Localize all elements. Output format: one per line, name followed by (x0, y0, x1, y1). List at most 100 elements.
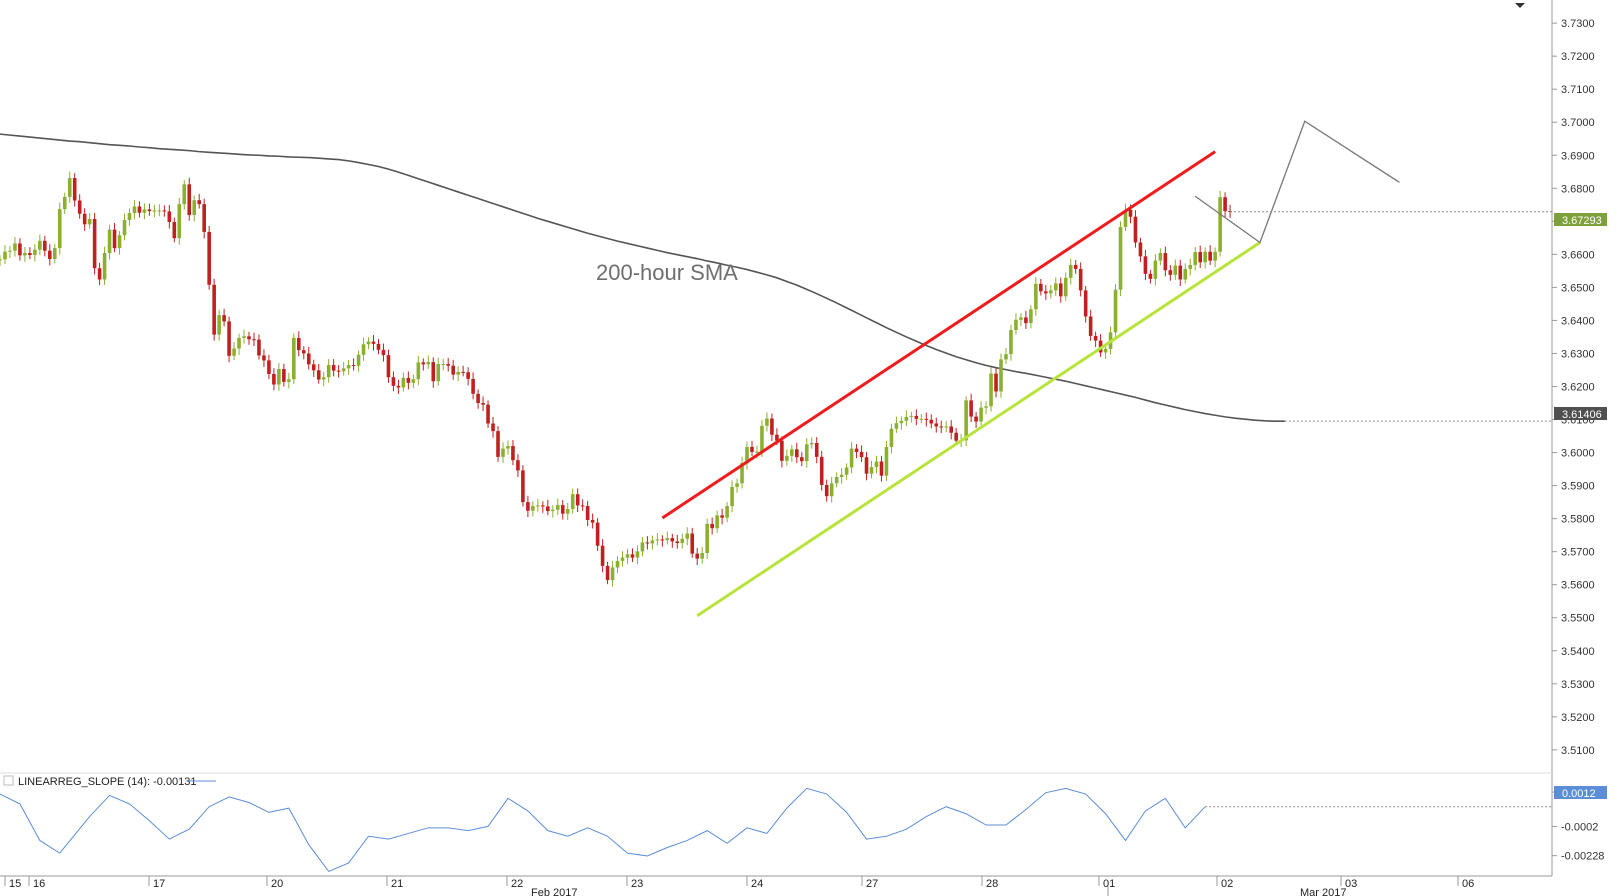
candle-body (341, 368, 346, 372)
candle-body (351, 365, 356, 367)
candle-body (600, 545, 605, 566)
x-tick-label: 20 (271, 878, 283, 890)
candle-body (690, 533, 695, 554)
candle-body (929, 419, 934, 424)
indicator-badge: 0.0012 (1554, 786, 1607, 800)
y-tick-label: 3.7200 (1561, 51, 1595, 63)
candle-body (38, 240, 42, 250)
indicator-toggle-icon[interactable] (3, 775, 14, 786)
candle-body (207, 231, 211, 285)
y-tick-label: 3.5500 (1561, 613, 1595, 625)
candle-body (346, 365, 351, 369)
candle-body (1058, 283, 1063, 297)
y-tick-label: 3.5800 (1561, 514, 1595, 526)
indicator-line (0, 787, 1206, 873)
candle-body (909, 415, 914, 417)
candle-body (715, 515, 719, 529)
candle-body (1093, 335, 1098, 341)
candle-body (1138, 242, 1143, 257)
candle-body (969, 400, 973, 417)
candle-body (416, 362, 421, 380)
candle-body (0, 259, 2, 261)
candle-body (1053, 283, 1058, 291)
sma-badge: 3.61406 (1554, 407, 1607, 421)
candle-body (999, 359, 1003, 392)
candle-body (491, 423, 495, 432)
candle-body (257, 339, 261, 356)
projection-group (1194, 120, 1552, 244)
candle-body (824, 484, 829, 497)
candle-body (560, 505, 565, 514)
candle-body (262, 355, 266, 361)
candle-body (421, 362, 426, 365)
candle-body (227, 321, 231, 356)
candle-body (804, 444, 809, 462)
candle-body (1044, 291, 1048, 294)
candle-body (1103, 348, 1108, 353)
lower-channel-line (696, 241, 1261, 618)
candle-body (396, 385, 401, 388)
x-tick-label: 27 (866, 878, 878, 890)
candle-body (331, 365, 336, 371)
ind-y-tick-label: -0.00228 (1561, 851, 1604, 863)
candle-body (565, 509, 570, 514)
candle-body (1063, 277, 1068, 297)
candle-body (829, 483, 834, 497)
candle-body (1068, 264, 1073, 278)
candle-body (770, 418, 774, 435)
chart-menu-chevron-down-icon[interactable] (1515, 3, 1525, 8)
candle-body (33, 249, 37, 256)
month-label: Feb 2017 (531, 887, 577, 896)
indicator-legend[interactable]: LINEARREG_SLOPE (14): -0.00131 (3, 775, 216, 788)
candle-body (481, 403, 485, 405)
upper-channel-line (661, 150, 1216, 520)
candle-body (1123, 209, 1128, 227)
candle-body (486, 404, 490, 424)
candle-body (496, 431, 500, 457)
candle-body (1178, 265, 1183, 280)
candle-body (580, 505, 585, 507)
candle-body (819, 456, 824, 485)
y-tick-label: 3.6900 (1561, 150, 1595, 162)
candle-body (550, 509, 555, 512)
candle-body (720, 515, 724, 518)
sma-annotation: 200-hour SMA (596, 260, 738, 285)
candle-body (366, 341, 371, 345)
candle-body (1163, 253, 1168, 271)
candle-body (356, 354, 361, 366)
candle-body (92, 219, 97, 269)
candle-body (401, 377, 406, 388)
candle-body (1004, 354, 1008, 360)
sma-line-group (0, 133, 1552, 422)
candle-body (242, 336, 246, 338)
candle-body (919, 418, 924, 420)
candle-body (1019, 317, 1023, 320)
candle-body (142, 209, 147, 213)
candle-body (222, 315, 226, 322)
y-tick-label: 3.7300 (1561, 18, 1595, 30)
candle-body (710, 523, 714, 529)
candle-body (297, 337, 301, 351)
candle-body (87, 219, 92, 225)
candle-body (1228, 211, 1232, 213)
candle-body (162, 210, 167, 212)
candle-body (575, 494, 580, 506)
candle-body (277, 368, 281, 385)
candle-body (1078, 268, 1083, 291)
candle-body (775, 434, 779, 441)
candle-body (1029, 309, 1033, 324)
candle-body (834, 477, 839, 484)
y-tick-label: 3.5100 (1561, 745, 1595, 757)
candle-body (506, 445, 510, 449)
candle-body (127, 213, 132, 221)
candle-body (1168, 270, 1173, 275)
candle-body (760, 425, 764, 452)
y-tick-label: 3.5700 (1561, 547, 1595, 559)
x-tick-label: 06 (1462, 878, 1474, 890)
candle-body (615, 560, 620, 568)
candle-body (1158, 253, 1163, 261)
candle-body (187, 184, 192, 216)
y-tick-label: 3.6400 (1561, 315, 1595, 327)
candle-body (740, 463, 744, 484)
